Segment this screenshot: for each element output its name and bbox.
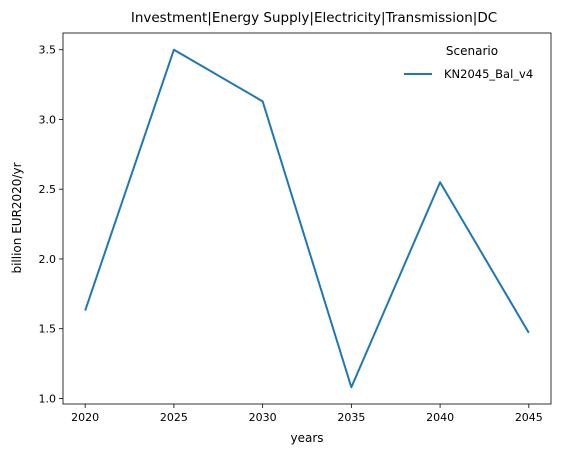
x-axis-label: years [290, 431, 323, 445]
x-tick-label: 2020 [71, 411, 99, 424]
y-tick-label: 3.5 [39, 44, 57, 57]
x-tick-label: 2045 [515, 411, 543, 424]
plot-area [62, 32, 552, 405]
legend-title: Scenario [446, 44, 498, 58]
y-tick-label: 2.0 [39, 253, 57, 266]
x-tick-label: 2025 [160, 411, 188, 424]
y-tick-label: 1.0 [39, 392, 57, 405]
y-axis-label: billion EUR2020/yr [10, 162, 24, 273]
y-tick-label: 3.0 [39, 113, 57, 126]
series-line [84, 48, 530, 389]
y-tick-label: 1.5 [39, 323, 57, 336]
y-tick-label: 2.5 [39, 183, 57, 196]
x-tick-label: 2030 [249, 411, 277, 424]
y-axis: 1.0 1.5 2.0 2.5 3.0 3.5 [39, 44, 63, 405]
legend-label: KN2045_Bal_v4 [444, 67, 533, 81]
x-tick-label: 2040 [426, 411, 454, 424]
legend: Scenario KN2045_Bal_v4 [404, 44, 533, 81]
x-axis: 2020 2025 2030 2035 2040 2045 [71, 404, 543, 424]
chart-title: Investment|Energy Supply|Electricity|Tra… [131, 10, 497, 26]
x-tick-label: 2035 [337, 411, 365, 424]
series-layer [84, 48, 530, 389]
